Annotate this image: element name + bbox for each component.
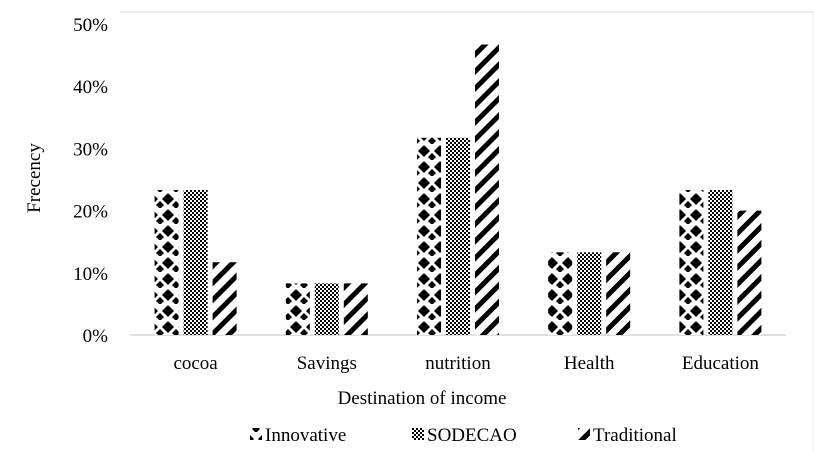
x-category-label: Savings [297, 353, 357, 374]
bar-traditional-education [737, 210, 762, 335]
bar-sodecao-savings [314, 283, 339, 335]
legend-swatch-innovative [250, 428, 262, 440]
x-category-label: cocoa [173, 353, 218, 374]
bar-traditional-nutrition [475, 44, 499, 335]
bar-sodecao-cocoa [183, 190, 208, 335]
bar-sodecao-education [708, 190, 733, 335]
bar-innovative-cocoa [154, 190, 179, 335]
x-category-label: Education [682, 353, 760, 374]
y-tick-label: 0% [83, 326, 109, 347]
legend-swatch-sodecao [412, 428, 424, 440]
legend: Innovative SODECAO Traditional [250, 425, 677, 446]
y-tick-label: 30% [73, 139, 108, 160]
legend-swatch-traditional [578, 428, 590, 440]
y-tick-label: 40% [73, 77, 108, 98]
x-category-label: nutrition [425, 353, 491, 374]
bar-traditional-savings [343, 283, 368, 335]
x-axis-title: Destination of income [338, 388, 507, 409]
y-axis-ticks: 0% 10% 20% 30% 40% 50% [73, 15, 108, 347]
x-category-label: Health [564, 353, 615, 374]
bar-traditional-cocoa [212, 262, 237, 335]
legend-label-innovative: Innovative [265, 425, 346, 446]
y-tick-label: 10% [73, 264, 108, 285]
y-tick-label: 20% [73, 202, 108, 223]
y-tick-label: 50% [73, 15, 108, 36]
bar-sodecao-nutrition [446, 137, 470, 335]
legend-label-traditional: Traditional [593, 425, 677, 446]
category-labels: cocoa Savings nutrition Health Education [173, 353, 759, 374]
chart-frame [120, 11, 814, 451]
legend-label-sodecao: SODECAO [427, 425, 517, 446]
bar-innovative-education [679, 190, 704, 335]
bar-innovative-health [548, 252, 573, 335]
bar-innovative-savings [285, 283, 310, 335]
bar-sodecao-health [577, 252, 602, 335]
bar-traditional-health [606, 252, 631, 335]
y-axis-title: Frecency [24, 143, 45, 213]
bars [154, 44, 762, 335]
bar-innovative-nutrition [417, 137, 441, 335]
